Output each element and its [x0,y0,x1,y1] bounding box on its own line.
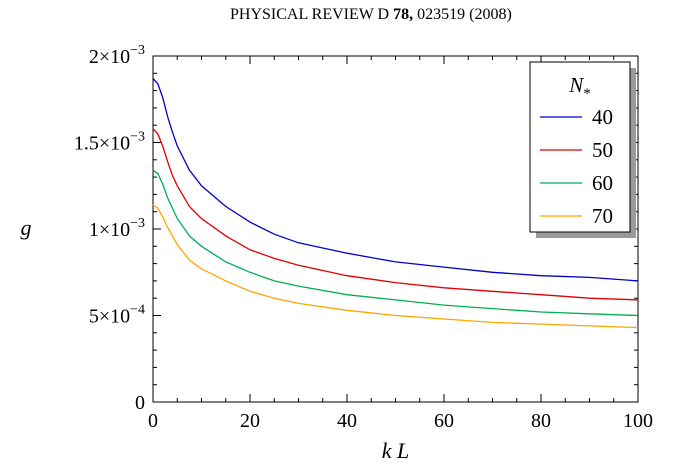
y-tick-label: 0 [135,392,145,414]
legend-label-40: 40 [592,105,613,129]
legend-label-50: 50 [592,138,613,162]
x-tick-label: 20 [240,410,260,432]
y-tick-label: 5×10−4 [89,303,145,328]
y-axis-title: g [21,215,32,240]
volume-number: 78, [393,6,414,23]
x-tick-label: 100 [623,410,653,432]
x-tick-label: 80 [531,410,551,432]
x-tick-label: 60 [434,410,454,432]
series-line-50 [152,128,639,301]
article-number: 023519 (2008) [417,6,512,23]
legend-box [529,61,631,233]
x-axis-title: k L [382,438,410,463]
page-header: PHYSICAL REVIEW D 78, 023519 (2008) [230,6,670,24]
y-tick-label: 1×10−3 [89,216,145,241]
legend-label-70: 70 [592,204,613,228]
y-tick-label: 2×10−3 [89,43,145,68]
plot-area: 0 20 40 60 80 100 0 5×10−4 1×10−3 1.5×10−3 2×10−3 k… [21,43,654,463]
journal-name: PHYSICAL REVIEW D [230,6,390,23]
y-tick-label: 1.5×10−3 [74,130,145,155]
legend-title: N* [568,73,591,102]
x-tick-label: 0 [148,410,158,432]
series-line-60 [152,169,639,317]
x-tick-label: 40 [337,410,357,432]
series-line-70 [152,204,639,329]
legend-label-60: 60 [592,171,613,195]
series-line-40 [152,78,639,282]
